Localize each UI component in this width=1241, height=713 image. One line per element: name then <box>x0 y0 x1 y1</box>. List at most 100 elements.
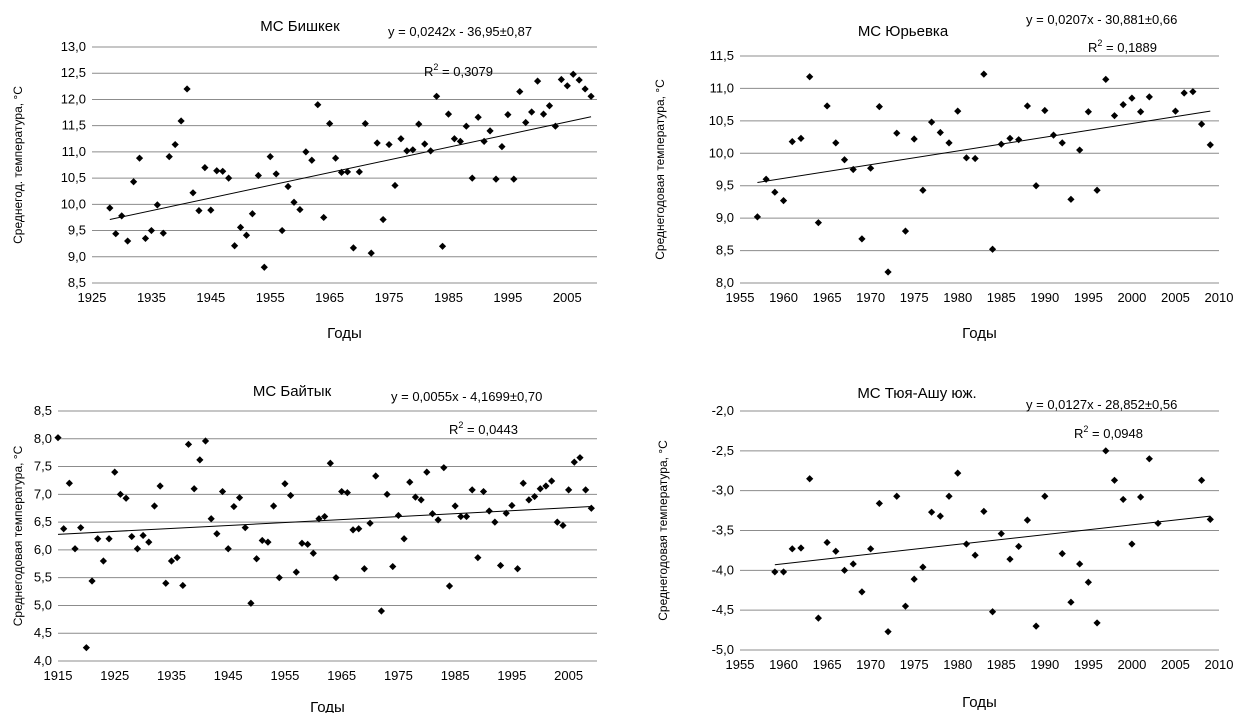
y-tick-label: 4,0 <box>34 653 52 668</box>
y-tick-label: 9,5 <box>68 223 86 238</box>
data-point <box>241 524 249 532</box>
data-point <box>190 485 198 493</box>
data-point <box>252 555 261 563</box>
x-tick-label: 1960 <box>769 290 798 305</box>
data-point <box>797 544 805 552</box>
data-point <box>337 168 346 176</box>
data-point <box>557 75 565 84</box>
data-point <box>444 110 453 118</box>
data-point <box>213 530 221 538</box>
data-point <box>184 440 193 448</box>
data-point <box>397 135 405 143</box>
data-point <box>548 477 556 485</box>
x-tick-label: 1955 <box>726 657 755 672</box>
x-tick-label: 1985 <box>987 657 1016 672</box>
data-point <box>1119 495 1127 504</box>
data-point <box>116 490 125 498</box>
x-tick-label: 2000 <box>1117 657 1146 672</box>
y-tick-label: 10,0 <box>709 145 734 160</box>
data-point <box>320 213 328 222</box>
data-point <box>332 574 340 582</box>
data-point <box>1110 112 1119 120</box>
data-point <box>997 530 1005 538</box>
trend-line <box>774 515 1211 566</box>
data-point <box>849 560 857 568</box>
y-tick-label: 10,5 <box>61 170 86 185</box>
data-point <box>112 230 120 238</box>
data-point <box>539 110 548 118</box>
data-point <box>901 227 910 235</box>
r-squared-exp: 2 <box>458 420 463 430</box>
chart-4: -5,0 -4,5 -4,0 -3,5 -3,0 -2,5 -2,0 1955 1960 1965… <box>656 385 1233 711</box>
data-point <box>1023 102 1031 110</box>
data-point <box>343 489 351 497</box>
x-tick-label: 2005 <box>1161 657 1190 672</box>
data-point <box>415 120 423 128</box>
data-point <box>581 85 589 93</box>
data-point <box>275 574 283 582</box>
data-point <box>530 492 539 501</box>
y-tick-label: 12,0 <box>61 91 86 106</box>
data-point <box>525 496 533 504</box>
data-point <box>771 188 779 196</box>
data-point <box>308 156 316 164</box>
data-point <box>516 87 524 96</box>
r-squared-exp: 2 <box>1083 424 1088 434</box>
data-point <box>260 263 268 271</box>
x-tick-label: 2005 <box>1161 290 1190 305</box>
data-point <box>264 538 272 546</box>
data-point <box>379 215 387 224</box>
y-tick-label: -2,0 <box>712 403 734 418</box>
data-point <box>173 554 181 562</box>
data-point <box>236 223 245 232</box>
data-point <box>901 602 910 610</box>
data-point <box>510 175 518 183</box>
data-point <box>1084 578 1092 586</box>
data-point <box>479 487 488 496</box>
data-point <box>296 205 304 214</box>
x-tick-label: 2005 <box>554 668 583 683</box>
data-point <box>235 494 244 502</box>
trend-line <box>109 116 592 221</box>
x-axis-label: Годы <box>962 694 997 711</box>
x-tick-label: 1980 <box>943 290 972 305</box>
data-point <box>326 459 334 467</box>
data-point <box>814 614 822 622</box>
data-point <box>480 137 488 145</box>
data-point <box>587 92 595 100</box>
y-tick-label: -4,5 <box>712 602 734 617</box>
x-tick-label: 1955 <box>256 290 285 305</box>
x-tick-label: 1960 <box>769 657 798 672</box>
data-point <box>315 515 323 523</box>
data-point <box>1041 106 1049 115</box>
y-tick-label: -4,0 <box>712 562 734 577</box>
r-squared-prefix: R <box>1074 426 1083 441</box>
data-point <box>1110 476 1119 484</box>
data-point <box>519 479 527 487</box>
data-point <box>1093 619 1101 627</box>
y-tick-label: 8,5 <box>68 275 86 290</box>
data-point <box>893 129 901 137</box>
data-point <box>304 540 312 548</box>
x-tick-label: 1915 <box>44 668 73 683</box>
data-point <box>331 154 340 162</box>
data-point <box>254 171 262 180</box>
r-squared-value: = 0,0948 <box>1088 426 1143 441</box>
regression-equation: y = 0,0242x - 36,95±0,87 <box>388 24 532 39</box>
data-point <box>849 165 857 174</box>
data-point <box>349 526 357 534</box>
y-tick-label: -3,5 <box>712 523 734 538</box>
data-point <box>1093 186 1101 194</box>
data-point <box>858 588 866 596</box>
data-point <box>779 197 788 205</box>
data-point <box>1023 516 1031 524</box>
r-squared: R2 = 0,0948 <box>1074 424 1143 441</box>
data-point <box>218 487 227 496</box>
data-point <box>219 167 227 175</box>
data-point <box>875 102 883 111</box>
data-point <box>823 102 831 110</box>
data-point <box>355 168 363 176</box>
x-tick-label: 1965 <box>813 657 842 672</box>
data-point <box>858 235 866 243</box>
data-point <box>474 554 482 562</box>
